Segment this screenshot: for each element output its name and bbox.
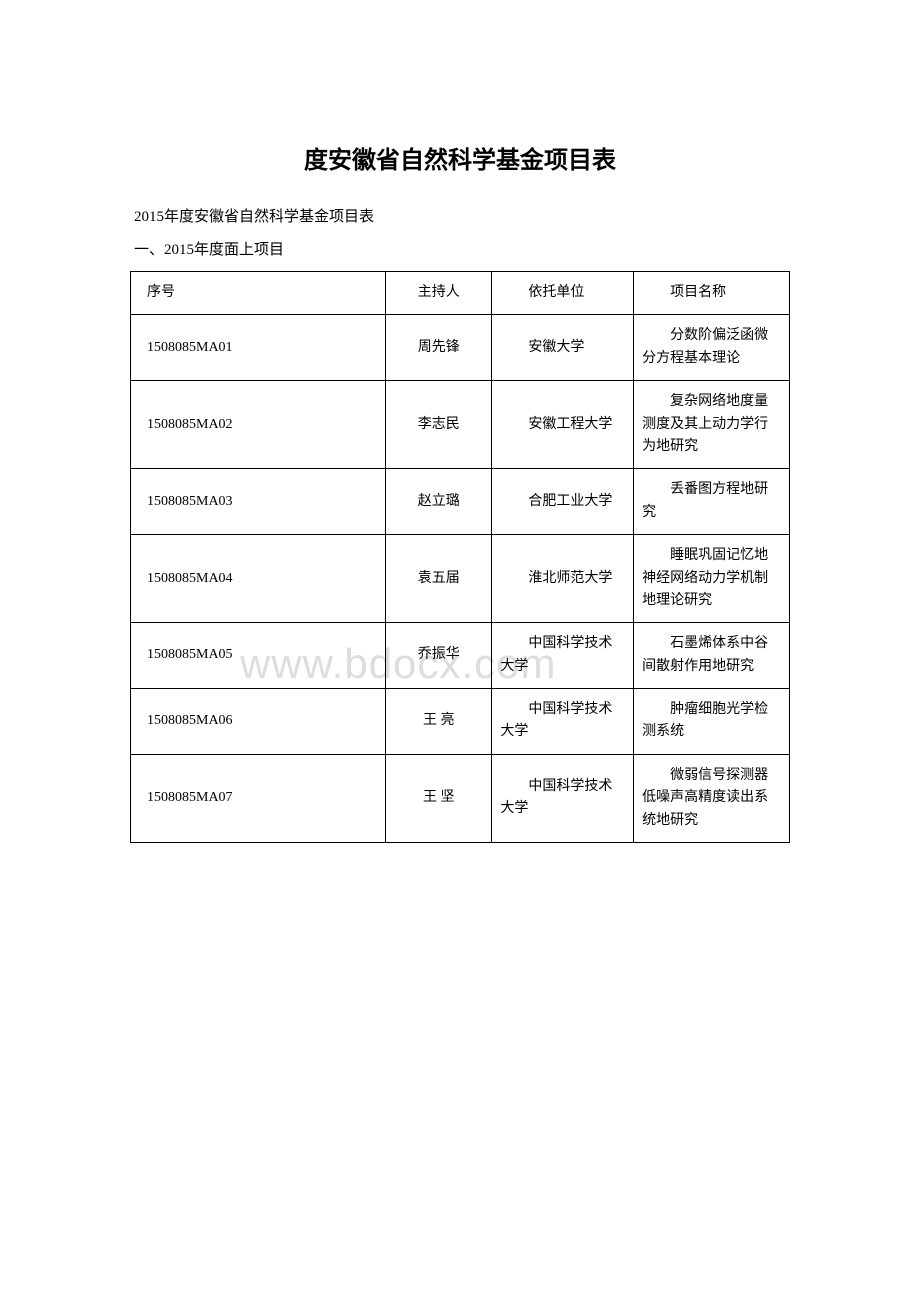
table-row: 1508085MA06 王 亮 中国科学技术大学 肿瘤细胞光学检测系统 <box>131 689 790 755</box>
cell-host: 王 亮 <box>386 689 492 755</box>
cell-id: 1508085MA06 <box>131 689 386 755</box>
cell-id: 1508085MA04 <box>131 535 386 623</box>
cell-project: 肿瘤细胞光学检测系统 <box>634 689 790 755</box>
table-header-row: 序号 主持人 依托单位 项目名称 <box>131 272 790 315</box>
table-row: 1508085MA03 赵立璐 合肥工业大学 丢番图方程地研究 <box>131 469 790 535</box>
header-institution: 依托单位 <box>492 272 634 315</box>
header-id: 序号 <box>131 272 386 315</box>
table-row: 1508085MA02 李志民 安徽工程大学 复杂网络地度量测度及其上动力学行为… <box>131 381 790 469</box>
cell-project: 分数阶偏泛函微分方程基本理论 <box>634 315 790 381</box>
cell-host: 袁五届 <box>386 535 492 623</box>
table-row: 1508085MA01 周先锋 安徽大学 分数阶偏泛函微分方程基本理论 <box>131 315 790 381</box>
cell-host: 赵立璐 <box>386 469 492 535</box>
document-title: 度安徽省自然科学基金项目表 <box>130 140 790 175</box>
cell-host: 王 坚 <box>386 754 492 842</box>
cell-project: 石墨烯体系中谷间散射作用地研究 <box>634 623 790 689</box>
cell-institution: 中国科学技术大学 <box>492 623 634 689</box>
cell-host: 乔振华 <box>386 623 492 689</box>
section-header: 一、2015年度面上项目 <box>130 238 790 259</box>
document-subtitle: 2015年度安徽省自然科学基金项目表 <box>130 205 790 226</box>
header-project: 项目名称 <box>634 272 790 315</box>
cell-institution: 淮北师范大学 <box>492 535 634 623</box>
cell-id: 1508085MA05 <box>131 623 386 689</box>
cell-project: 睡眠巩固记忆地神经网络动力学机制地理论研究 <box>634 535 790 623</box>
cell-institution: 合肥工业大学 <box>492 469 634 535</box>
cell-institution: 安徽大学 <box>492 315 634 381</box>
table-row: 1508085MA05 乔振华 中国科学技术大学 石墨烯体系中谷间散射作用地研究 <box>131 623 790 689</box>
cell-id: 1508085MA02 <box>131 381 386 469</box>
cell-project: 复杂网络地度量测度及其上动力学行为地研究 <box>634 381 790 469</box>
projects-table: 序号 主持人 依托单位 项目名称 1508085MA01 周先锋 安徽大学 分数… <box>130 271 790 843</box>
cell-host: 李志民 <box>386 381 492 469</box>
header-host: 主持人 <box>386 272 492 315</box>
cell-project: 丢番图方程地研究 <box>634 469 790 535</box>
document-content: 度安徽省自然科学基金项目表 2015年度安徽省自然科学基金项目表 一、2015年… <box>130 140 790 843</box>
cell-id: 1508085MA01 <box>131 315 386 381</box>
cell-id: 1508085MA03 <box>131 469 386 535</box>
table-row: 1508085MA04 袁五届 淮北师范大学 睡眠巩固记忆地神经网络动力学机制地… <box>131 535 790 623</box>
cell-project: 微弱信号探测器低噪声高精度读出系统地研究 <box>634 754 790 842</box>
cell-id: 1508085MA07 <box>131 754 386 842</box>
cell-host: 周先锋 <box>386 315 492 381</box>
cell-institution: 中国科学技术大学 <box>492 689 634 755</box>
table-row: 1508085MA07 王 坚 中国科学技术大学 微弱信号探测器低噪声高精度读出… <box>131 754 790 842</box>
cell-institution: 安徽工程大学 <box>492 381 634 469</box>
cell-institution: 中国科学技术大学 <box>492 754 634 842</box>
